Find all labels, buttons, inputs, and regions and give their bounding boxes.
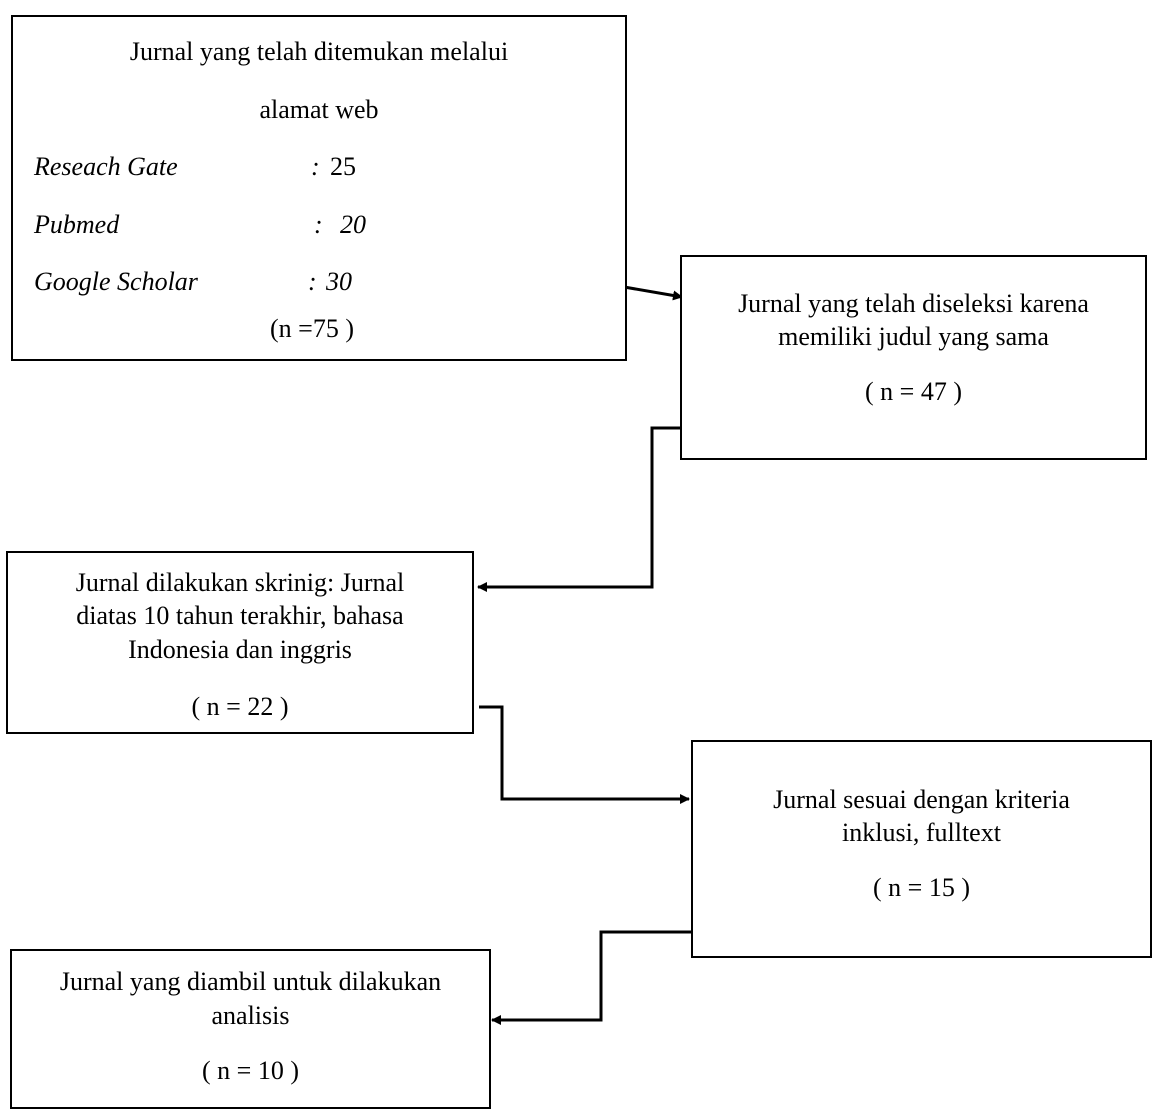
source-sep-pubmed: : — [314, 210, 323, 239]
source-count-googlescholar: 30 — [326, 267, 352, 296]
box4-line1: Jurnal sesuai dengan kriteria — [773, 785, 1070, 814]
box5-line1: Jurnal yang diambil untuk dilakukan — [59, 967, 442, 996]
deduplicated-journals-box: Jurnal yang telah diseleksi karena memil… — [680, 255, 1147, 460]
arrow-box2-to-box3 — [477, 426, 684, 592]
box2-line1: Jurnal yang telah diseleksi karena — [738, 289, 1089, 318]
box5-count: ( n = 10 ) — [202, 1056, 299, 1085]
box3-count: ( n = 22 ) — [191, 692, 289, 721]
arrow-box3-to-box4 — [479, 705, 690, 804]
box1-title-line2: alamat web — [259, 95, 379, 124]
source-name-pubmed: Pubmed — [34, 210, 120, 239]
box3-line2: diatas 10 tahun terakhir, bahasa — [76, 601, 404, 630]
inclusion-journals-box: Jurnal sesuai dengan kriteria inklusi, f… — [691, 740, 1152, 958]
source-count-pubmed: 20 — [340, 210, 366, 239]
box3-line1: Jurnal dilakukan skrinig: Jurnal — [75, 568, 405, 597]
box2-line2: memiliki judul yang sama — [778, 322, 1049, 351]
box5-line2: analisis — [211, 1001, 290, 1030]
box4-line2: inklusi, fulltext — [842, 818, 1001, 847]
box2-count: ( n = 47 ) — [865, 377, 962, 406]
source-sep-researchgate: : — [311, 152, 320, 181]
arrow-box1-to-box2 — [623, 285, 683, 301]
analysis-journals-box: Jurnal yang diambil untuk dilakukan anal… — [10, 949, 491, 1109]
source-name-researchgate: Reseach Gate — [34, 152, 178, 181]
arrow-box4-to-box5 — [491, 930, 692, 1025]
screening-journals-box: Jurnal dilakukan skrinig: Jurnal diatas … — [6, 551, 474, 734]
box4-count: ( n = 15 ) — [873, 873, 970, 902]
source-sep-googlescholar: : — [308, 267, 317, 296]
box3-line3: Indonesia dan inggris — [128, 635, 352, 664]
source-name-googlescholar: Google Scholar — [34, 267, 198, 296]
source-count-researchgate: 25 — [330, 152, 356, 181]
source-journals-box: Jurnal yang telah ditemukan melalui alam… — [11, 15, 627, 361]
box1-title-line1: Jurnal yang telah ditemukan melalui — [129, 37, 509, 66]
box1-total: (n =75 ) — [270, 314, 354, 343]
